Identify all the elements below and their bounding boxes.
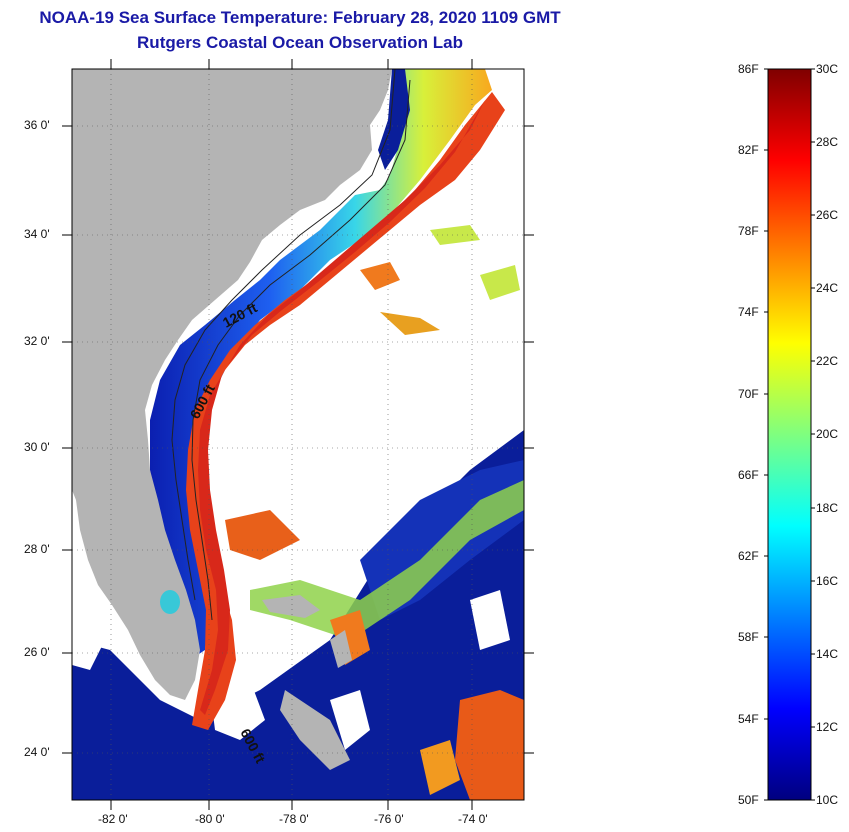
contour-600ft	[191, 79, 411, 621]
colorbar-label-c: 30C	[816, 62, 839, 76]
warm-eddy-5	[225, 510, 300, 560]
warm-eddy-2	[380, 312, 440, 335]
cloud-patch-1	[72, 600, 105, 670]
colorbar-label-c: 22C	[816, 354, 839, 368]
warm-band-bahamas	[250, 480, 524, 640]
cloud-patch-3	[330, 690, 370, 750]
lon-label: -82 0'	[98, 812, 128, 826]
warm-eddy-4	[430, 225, 480, 245]
colorbar-label-c: 18C	[816, 501, 839, 515]
colorbar-ticks	[764, 68, 815, 801]
lat-label: 30 0'	[24, 440, 50, 454]
bahamas-islands	[262, 595, 320, 618]
colorbar-label-c: 12C	[816, 720, 839, 734]
colorbar-label-f: 70F	[738, 387, 759, 401]
warm-patch-bahamas	[330, 610, 370, 665]
colorbar-label-f: 58F	[738, 630, 759, 644]
colorbar-label-c: 24C	[816, 281, 839, 295]
warm-patch-se	[455, 690, 524, 800]
lon-label: -78 0'	[279, 812, 309, 826]
warm-patch-se2	[420, 740, 460, 795]
lon-label: -76 0'	[374, 812, 404, 826]
colorbar-label-f: 62F	[738, 549, 759, 563]
colorbar-label-c: 26C	[816, 208, 839, 222]
colorbar-label-f: 82F	[738, 143, 759, 157]
contour-120ft	[171, 69, 396, 601]
colorbar-label-f: 86F	[738, 62, 759, 76]
colorbar-label-c: 10C	[816, 793, 839, 807]
lat-label: 36 0'	[24, 118, 50, 132]
graticule	[72, 69, 524, 800]
lake-okeechobee	[160, 590, 180, 614]
colorbar-label-c: 20C	[816, 427, 839, 441]
bahamas-islands-2	[330, 630, 352, 668]
colorbar-label-f: 66F	[738, 468, 759, 482]
map-title: NOAA-19 Sea Surface Temperature: Februar…	[39, 8, 561, 27]
colorbar	[767, 68, 812, 801]
lat-label: 26 0'	[24, 645, 50, 659]
lat-label: 28 0'	[24, 542, 50, 556]
lat-label: 32 0'	[24, 334, 50, 348]
pamlico-sound	[378, 69, 410, 170]
colorbar-label-f: 54F	[738, 712, 759, 726]
gulf-stream-core	[198, 100, 485, 715]
map-frame	[71, 68, 525, 801]
colorbar-label-f: 78F	[738, 224, 759, 238]
colorbar-label-f: 50F	[738, 793, 759, 807]
warm-eddy-3	[480, 265, 520, 300]
colorbar-label-f: 74F	[738, 305, 759, 319]
lat-label: 34 0'	[24, 227, 50, 241]
map-subtitle: Rutgers Coastal Ocean Observation Lab	[137, 33, 463, 52]
land-southeast-us	[72, 69, 392, 700]
colorbar-label-c: 14C	[816, 647, 839, 661]
cuba	[280, 690, 350, 770]
lon-label: -74 0'	[458, 812, 488, 826]
lon-label: -80 0'	[195, 812, 225, 826]
colorbar-label-c: 28C	[816, 135, 839, 149]
map-ticks	[62, 59, 534, 810]
lat-label: 24 0'	[24, 745, 50, 759]
cloud-patch-4	[470, 590, 510, 650]
warm-eddy-1	[360, 262, 400, 290]
colorbar-label-c: 16C	[816, 574, 839, 588]
